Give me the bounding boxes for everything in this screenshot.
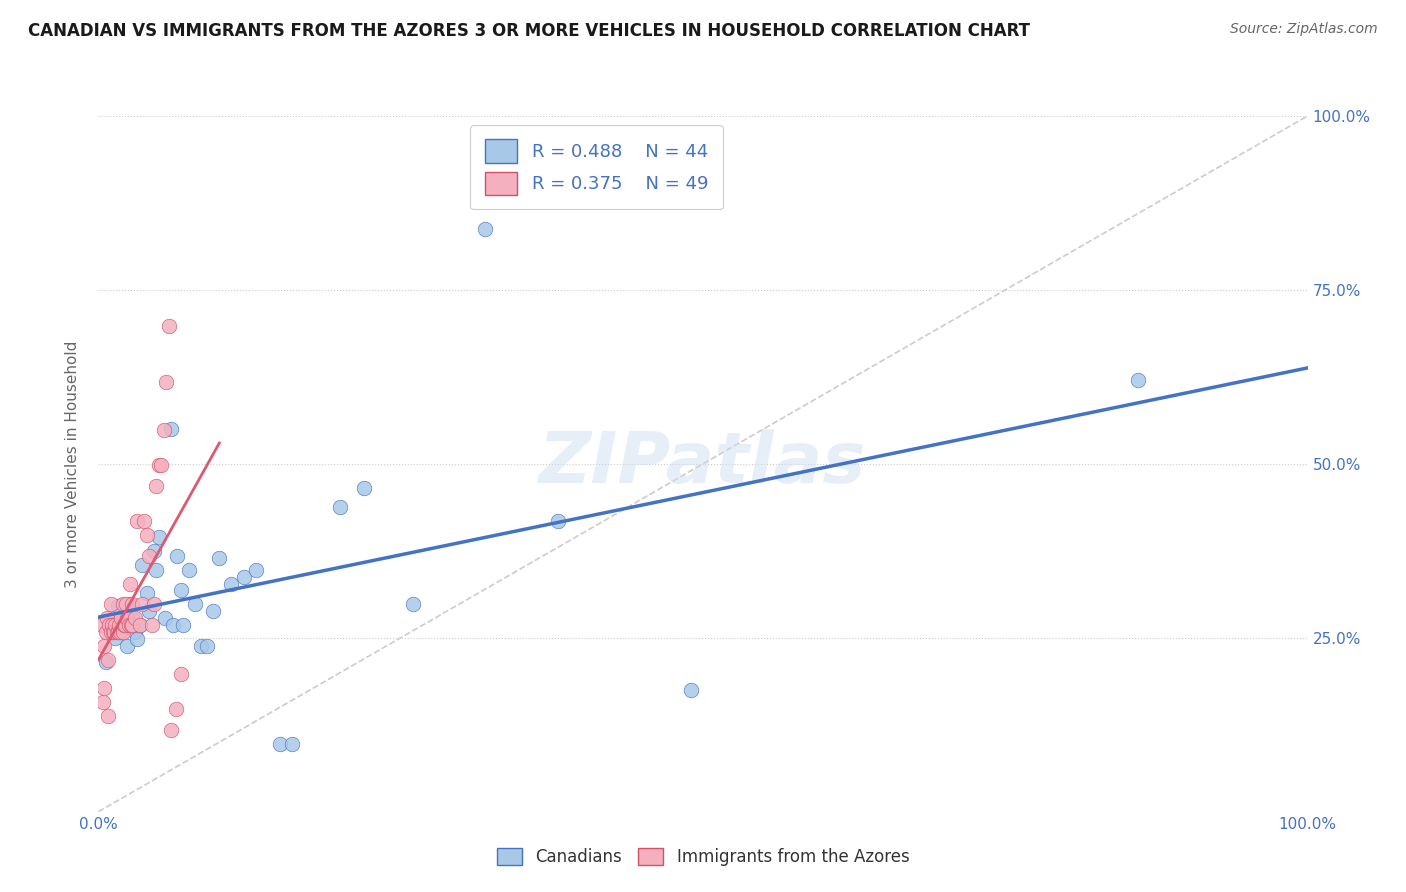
Point xyxy=(93,681,115,695)
Point xyxy=(94,655,117,669)
Point xyxy=(679,683,702,698)
Point xyxy=(91,695,114,709)
Point xyxy=(329,500,352,514)
Point xyxy=(202,604,225,618)
Legend: Canadians, Immigrants from the Azores: Canadians, Immigrants from the Azores xyxy=(489,841,917,873)
Point xyxy=(148,530,170,544)
Point xyxy=(97,653,120,667)
Point xyxy=(165,702,187,716)
Point xyxy=(281,737,304,751)
Point xyxy=(111,614,134,628)
Point xyxy=(145,479,167,493)
Point xyxy=(121,618,143,632)
Point xyxy=(179,563,201,577)
Point xyxy=(94,625,117,640)
Point xyxy=(97,708,120,723)
Point xyxy=(98,618,121,632)
Point xyxy=(111,598,134,612)
Point xyxy=(100,625,122,640)
Point xyxy=(114,618,136,632)
Point xyxy=(547,514,569,528)
Point xyxy=(104,618,127,632)
Point xyxy=(135,528,157,542)
Point xyxy=(269,737,291,751)
Point xyxy=(110,611,132,625)
Point xyxy=(96,611,118,625)
Point xyxy=(134,514,156,528)
Point xyxy=(245,563,267,577)
Point xyxy=(190,639,212,653)
Point xyxy=(107,599,129,614)
Y-axis label: 3 or more Vehicles in Household: 3 or more Vehicles in Household xyxy=(65,340,80,588)
Point xyxy=(118,576,141,591)
Point xyxy=(121,611,143,625)
Point xyxy=(195,639,218,653)
Point xyxy=(128,618,150,632)
Point xyxy=(153,611,176,625)
Point xyxy=(157,319,180,334)
Point xyxy=(117,611,139,625)
Point xyxy=(162,618,184,632)
Point xyxy=(232,569,254,583)
Point xyxy=(148,458,170,473)
Point xyxy=(118,618,141,632)
Point xyxy=(105,625,128,640)
Point xyxy=(141,618,163,632)
Point xyxy=(169,583,191,598)
Point xyxy=(118,598,141,612)
Point xyxy=(112,618,135,632)
Point xyxy=(353,481,375,495)
Point xyxy=(131,598,153,612)
Point xyxy=(143,544,166,558)
Point xyxy=(101,616,124,631)
Point xyxy=(221,576,243,591)
Point xyxy=(108,618,131,632)
Point xyxy=(104,631,127,645)
Point xyxy=(160,422,183,436)
Point xyxy=(108,625,131,640)
Point xyxy=(138,549,160,563)
Point xyxy=(160,723,183,737)
Point xyxy=(172,618,194,632)
Point xyxy=(121,598,143,612)
Point xyxy=(108,624,131,638)
Point xyxy=(143,598,166,612)
Point xyxy=(111,625,134,640)
Point xyxy=(127,514,149,528)
Point xyxy=(100,618,122,632)
Point xyxy=(124,625,146,640)
Point xyxy=(120,618,142,632)
Point xyxy=(101,625,124,640)
Point xyxy=(114,620,136,634)
Point xyxy=(145,563,167,577)
Point xyxy=(169,667,191,681)
Point xyxy=(155,375,177,389)
Point xyxy=(100,598,122,612)
Point xyxy=(474,221,496,235)
Point xyxy=(103,625,125,640)
Point xyxy=(150,458,173,473)
Point xyxy=(152,424,174,438)
Point xyxy=(138,604,160,618)
Text: Source: ZipAtlas.com: Source: ZipAtlas.com xyxy=(1230,22,1378,37)
Point xyxy=(131,558,153,572)
Point xyxy=(107,625,129,640)
Point xyxy=(127,632,149,647)
Text: CANADIAN VS IMMIGRANTS FROM THE AZORES 3 OR MORE VEHICLES IN HOUSEHOLD CORRELATI: CANADIAN VS IMMIGRANTS FROM THE AZORES 3… xyxy=(28,22,1031,40)
Point xyxy=(128,618,150,632)
Point xyxy=(91,618,114,632)
Point xyxy=(117,639,139,653)
Text: ZIPatlas: ZIPatlas xyxy=(540,429,866,499)
Point xyxy=(166,549,188,563)
Point xyxy=(402,598,425,612)
Point xyxy=(115,598,138,612)
Point xyxy=(208,550,231,565)
Point xyxy=(184,598,207,612)
Point xyxy=(1128,373,1150,387)
Point xyxy=(100,620,122,634)
Point xyxy=(93,639,115,653)
Point xyxy=(135,585,157,599)
Point xyxy=(124,611,146,625)
